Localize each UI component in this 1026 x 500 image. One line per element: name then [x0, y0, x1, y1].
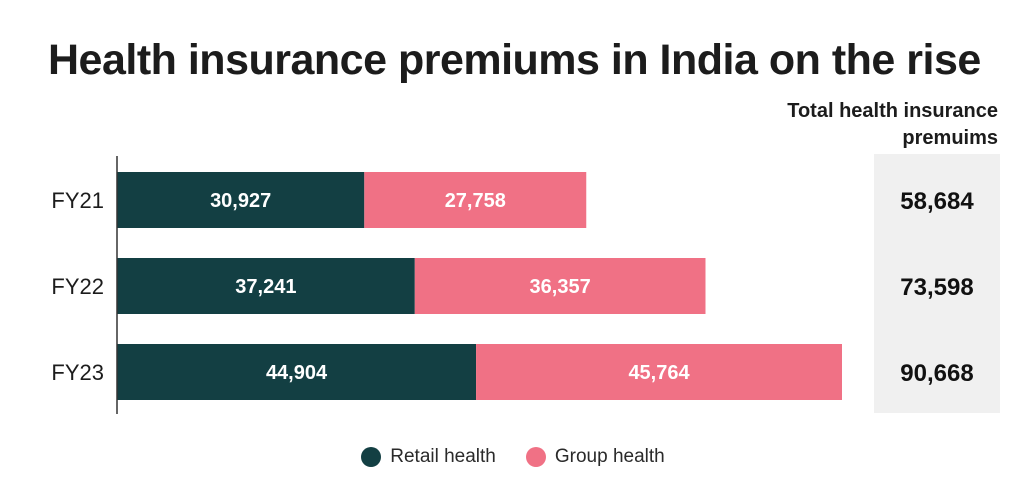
bar-group-fy23: [476, 344, 842, 400]
legend-label-group: Group health: [554, 446, 665, 467]
legend: Retail health Group health: [0, 446, 1026, 468]
bar-group-fy21: [364, 172, 587, 228]
bar-group-fy22: [414, 258, 706, 314]
category-label-fy23: FY23: [51, 360, 104, 385]
legend-swatch-retail: [361, 447, 382, 467]
total-value-fy22: 73,598: [900, 274, 973, 301]
data-label-retail-fy21: 30,927: [210, 190, 271, 212]
data-label-retail-fy23: 44,904: [266, 362, 328, 384]
bar-chart: 30,927 27,758 FY21 58,684 37,241 36,357 FY22 73…: [51, 156, 974, 414]
data-label-group-fy21: 27,758: [445, 190, 506, 212]
data-label-group-fy22: 36,357: [530, 276, 591, 298]
data-label-retail-fy22: 37,241: [235, 276, 296, 298]
total-value-fy23: 90,668: [900, 360, 973, 387]
data-label-group-fy23: 45,764: [628, 362, 690, 384]
chart-title: Health insurance premiums in India on th…: [48, 36, 981, 84]
legend-swatch-group: [525, 447, 546, 467]
category-label-fy21: FY21: [51, 188, 104, 213]
category-label-fy22: FY22: [51, 274, 104, 299]
totals-column-header: Total health insurance premuims: [787, 100, 998, 149]
legend-item-group: Group health: [525, 446, 665, 468]
totals-panel: [874, 154, 1000, 413]
legend-label-retail: Retail health: [390, 446, 496, 467]
bar-retail-fy21: [117, 172, 365, 228]
total-value-fy21: 58,684: [900, 188, 974, 215]
bar-retail-fy23: [117, 344, 477, 400]
bar-retail-fy22: [117, 258, 415, 314]
legend-item-retail: Retail health: [361, 446, 496, 468]
